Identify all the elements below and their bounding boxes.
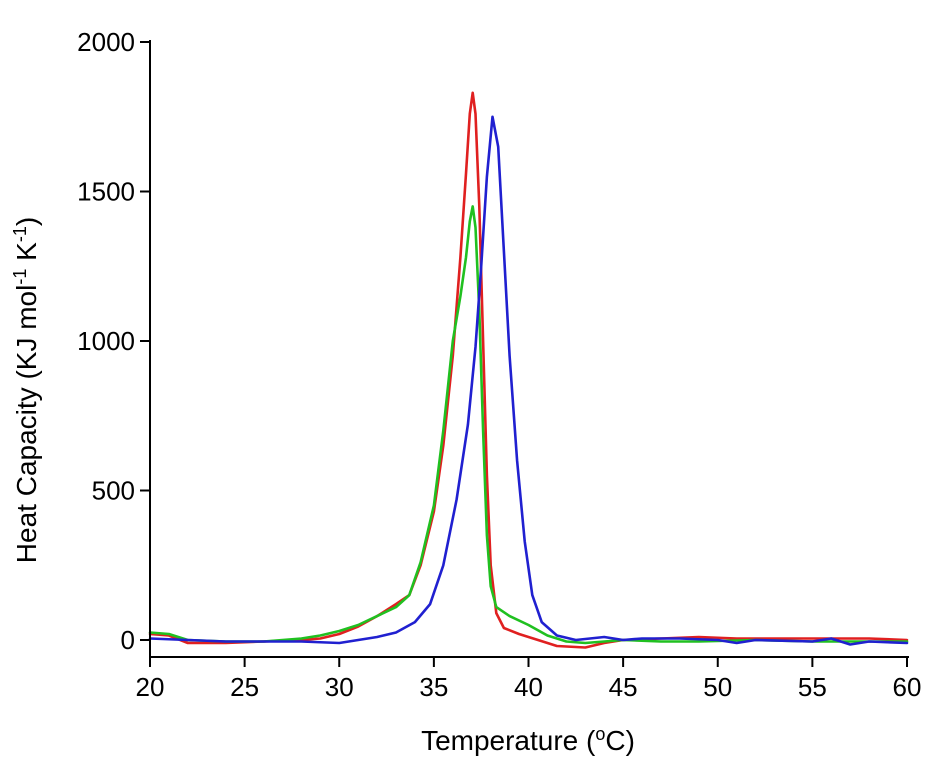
x-tick-label: 45 xyxy=(609,672,638,702)
x-tick-label: 30 xyxy=(325,672,354,702)
x-tick-label: 40 xyxy=(514,672,543,702)
series-line-2 xyxy=(148,205,909,645)
y-axis-title: Heat Capacity (KJ mol-1 K-1) xyxy=(10,217,42,563)
axes xyxy=(149,40,909,658)
y-tick-label: 2000 xyxy=(77,27,135,57)
y-ticks: 0 500 1000 1500 2000 xyxy=(77,27,150,655)
x-tick-label: 60 xyxy=(893,672,922,702)
y-tick-label: 0 xyxy=(121,625,135,655)
x-tick-label: 55 xyxy=(798,672,827,702)
x-tick-label: 35 xyxy=(419,672,448,702)
x-ticks: 20 25 30 35 40 45 50 55 60 xyxy=(136,657,922,702)
y-tick-label: 1000 xyxy=(77,326,135,356)
x-tick-label: 20 xyxy=(136,672,165,702)
x-tick-label: 25 xyxy=(230,672,259,702)
x-tick-label: 50 xyxy=(703,672,732,702)
y-tick-label: 500 xyxy=(92,476,135,506)
x-axis-title: Temperature (oC) xyxy=(421,724,635,756)
series-line-3 xyxy=(148,115,909,646)
y-tick-label: 1500 xyxy=(77,177,135,207)
series-group xyxy=(148,91,909,649)
